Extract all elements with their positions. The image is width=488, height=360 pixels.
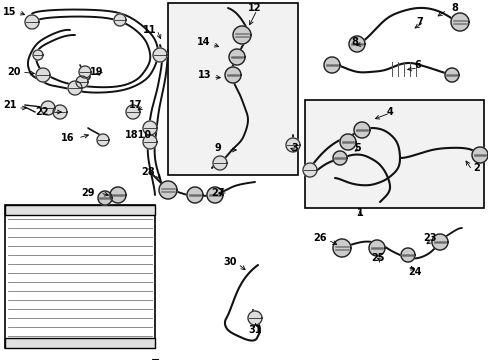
Polygon shape bbox=[142, 135, 157, 149]
Polygon shape bbox=[186, 187, 203, 203]
Polygon shape bbox=[68, 81, 82, 95]
Polygon shape bbox=[36, 68, 50, 82]
Text: 28: 28 bbox=[141, 167, 155, 177]
Polygon shape bbox=[450, 13, 468, 31]
Polygon shape bbox=[444, 68, 458, 82]
Polygon shape bbox=[98, 191, 112, 205]
Polygon shape bbox=[224, 67, 241, 83]
Text: 5: 5 bbox=[354, 143, 361, 153]
Polygon shape bbox=[142, 121, 157, 135]
Polygon shape bbox=[76, 76, 88, 88]
Polygon shape bbox=[332, 239, 350, 257]
Polygon shape bbox=[303, 163, 316, 177]
Polygon shape bbox=[25, 15, 39, 29]
Bar bbox=[5, 338, 155, 348]
Polygon shape bbox=[353, 122, 369, 138]
Polygon shape bbox=[206, 187, 223, 203]
Polygon shape bbox=[33, 50, 43, 60]
Polygon shape bbox=[400, 248, 414, 262]
Text: 9: 9 bbox=[214, 143, 221, 153]
Polygon shape bbox=[431, 234, 447, 250]
Text: 1810: 1810 bbox=[124, 130, 151, 140]
Text: 23: 23 bbox=[423, 233, 436, 243]
Polygon shape bbox=[153, 48, 167, 62]
Text: 12: 12 bbox=[248, 3, 261, 13]
Text: 15: 15 bbox=[3, 7, 17, 17]
Text: 25: 25 bbox=[370, 253, 384, 263]
Bar bbox=[168, 3, 297, 175]
Bar bbox=[305, 100, 483, 208]
Polygon shape bbox=[114, 14, 126, 26]
Text: 1: 1 bbox=[356, 208, 363, 218]
Text: 8: 8 bbox=[351, 37, 358, 47]
Polygon shape bbox=[471, 147, 487, 163]
Bar bbox=[152, 359, 158, 360]
Text: 29: 29 bbox=[81, 188, 95, 198]
Text: 24: 24 bbox=[407, 267, 421, 277]
Text: 27: 27 bbox=[211, 188, 224, 198]
Text: 31: 31 bbox=[248, 325, 261, 335]
Text: 22: 22 bbox=[35, 107, 49, 117]
Text: 21: 21 bbox=[3, 100, 17, 110]
Polygon shape bbox=[53, 105, 67, 119]
Polygon shape bbox=[159, 181, 177, 199]
Text: 4: 4 bbox=[386, 107, 392, 117]
Polygon shape bbox=[332, 151, 346, 165]
Text: 19: 19 bbox=[90, 67, 103, 77]
Text: 6: 6 bbox=[414, 60, 421, 70]
Text: 13: 13 bbox=[198, 70, 211, 80]
Text: 20: 20 bbox=[7, 67, 20, 77]
Polygon shape bbox=[368, 240, 384, 256]
Polygon shape bbox=[41, 101, 55, 115]
Polygon shape bbox=[285, 138, 299, 152]
Text: 2: 2 bbox=[473, 163, 479, 173]
Text: 30: 30 bbox=[223, 257, 236, 267]
Text: 26: 26 bbox=[313, 233, 326, 243]
Bar bbox=[5, 205, 155, 215]
Text: 8: 8 bbox=[450, 3, 458, 13]
Polygon shape bbox=[232, 26, 250, 44]
Polygon shape bbox=[213, 156, 226, 170]
Bar bbox=[5, 205, 155, 348]
Text: 3: 3 bbox=[291, 143, 298, 153]
Polygon shape bbox=[79, 66, 91, 78]
Text: 11: 11 bbox=[143, 25, 157, 35]
Text: 14: 14 bbox=[197, 37, 210, 47]
Polygon shape bbox=[348, 36, 364, 52]
Polygon shape bbox=[339, 134, 355, 150]
Polygon shape bbox=[324, 57, 339, 73]
Text: 7: 7 bbox=[416, 17, 423, 27]
Polygon shape bbox=[126, 105, 140, 119]
Polygon shape bbox=[97, 134, 109, 146]
Text: 17: 17 bbox=[129, 100, 142, 110]
Text: 16: 16 bbox=[61, 133, 75, 143]
Polygon shape bbox=[247, 311, 262, 325]
Polygon shape bbox=[228, 49, 244, 65]
Polygon shape bbox=[110, 187, 126, 203]
